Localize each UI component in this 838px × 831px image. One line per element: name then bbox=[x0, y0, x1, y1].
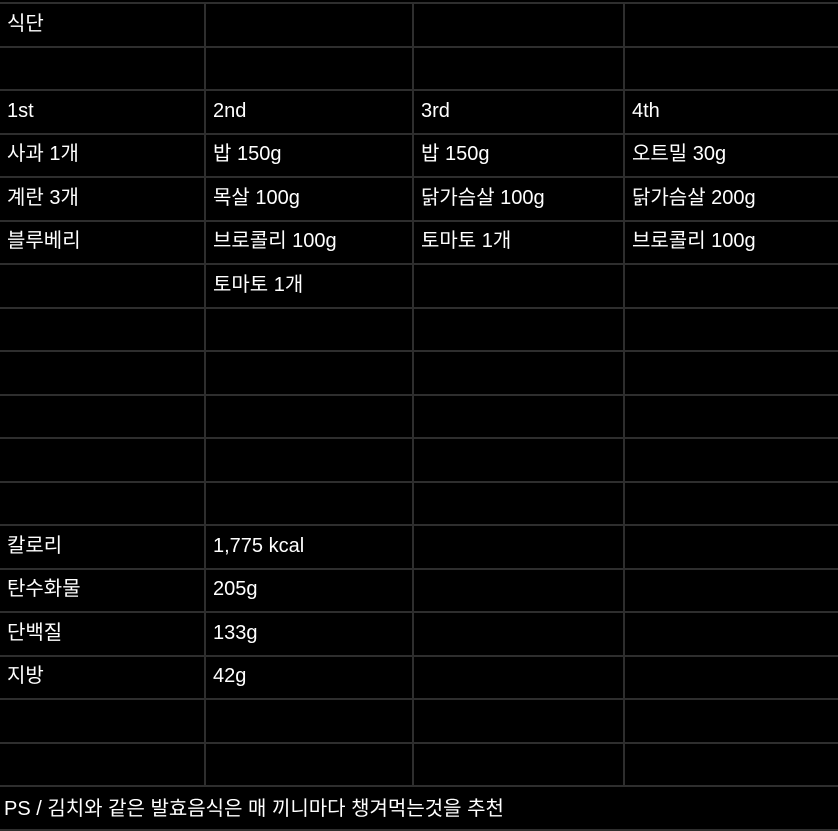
footer-note: PS / 김치와 같은 발효음식은 매 끼니마다 챙겨먹는것을 추천 bbox=[0, 787, 838, 831]
table-cell-r18-c2[interactable] bbox=[206, 743, 414, 787]
table-cell-r6-c2[interactable]: 브로콜리 100g bbox=[206, 221, 414, 265]
table-cell-r10-c1[interactable] bbox=[0, 395, 206, 439]
table-cell-r9-c1[interactable] bbox=[0, 352, 206, 396]
table-cell-r13-c3[interactable] bbox=[414, 526, 625, 570]
table-cell-r6-c1[interactable]: 블루베리 bbox=[0, 221, 206, 265]
table-cell-r17-c4[interactable] bbox=[625, 700, 838, 744]
table-cell-r12-c3[interactable] bbox=[414, 482, 625, 526]
cutoff-row-sliver bbox=[0, 0, 838, 2]
table-cell-r11-c2[interactable] bbox=[206, 439, 414, 483]
table-cell-r11-c4[interactable] bbox=[625, 439, 838, 483]
table-cell-r18-c4[interactable] bbox=[625, 744, 838, 787]
table-cell-r2-c1[interactable] bbox=[0, 47, 206, 91]
table-cell-r16-c3[interactable] bbox=[414, 656, 625, 700]
table-cell-r18-c3[interactable] bbox=[414, 743, 625, 787]
table-cell-r6-c4[interactable]: 브로콜리 100g bbox=[625, 222, 838, 265]
table-cell-r17-c2[interactable] bbox=[206, 700, 414, 744]
table-cell-r2-c3[interactable] bbox=[414, 47, 625, 91]
table-cell-r17-c1[interactable] bbox=[0, 700, 206, 744]
table-cell-r14-c2[interactable]: 205g bbox=[206, 569, 414, 613]
table-cell-r3-c3[interactable]: 3rd bbox=[414, 91, 625, 135]
table-cell-r1-c1[interactable]: 식단 bbox=[0, 4, 206, 48]
table-cell-r10-c2[interactable] bbox=[206, 395, 414, 439]
table-cell-r13-c2[interactable]: 1,775 kcal bbox=[206, 526, 414, 570]
table-cell-r12-c2[interactable] bbox=[206, 482, 414, 526]
table-cell-r3-c2[interactable]: 2nd bbox=[206, 91, 414, 135]
table-cell-r5-c3[interactable]: 닭가슴살 100g bbox=[414, 178, 625, 222]
table-cell-r5-c1[interactable]: 계란 3개 bbox=[0, 178, 206, 222]
table-cell-r6-c3[interactable]: 토마토 1개 bbox=[414, 221, 625, 265]
table-cell-r7-c4[interactable] bbox=[625, 265, 838, 309]
table-cell-r8-c3[interactable] bbox=[414, 308, 625, 352]
table-cell-r2-c4[interactable] bbox=[625, 48, 838, 91]
table-cell-r3-c1[interactable]: 1st bbox=[0, 91, 206, 135]
table-cell-r2-c2[interactable] bbox=[206, 47, 414, 91]
table-cell-r15-c2[interactable]: 133g bbox=[206, 613, 414, 657]
table-cell-r16-c4[interactable] bbox=[625, 657, 838, 700]
table-cell-r8-c4[interactable] bbox=[625, 309, 838, 352]
table-cell-r14-c1[interactable]: 탄수화물 bbox=[0, 569, 206, 613]
table-cell-r7-c1[interactable] bbox=[0, 265, 206, 309]
table-cell-r5-c4[interactable]: 닭가슴살 200g bbox=[625, 178, 838, 222]
table-cell-r16-c2[interactable]: 42g bbox=[206, 656, 414, 700]
table-cell-r1-c3[interactable] bbox=[414, 4, 625, 48]
table-cell-r12-c1[interactable] bbox=[0, 482, 206, 526]
spreadsheet-grid: 식단 1st 2nd 3rd 4th 사과 1개 밥 150g 밥 150g 오트밀 30g 계란… bbox=[0, 2, 838, 787]
table-cell-r3-c4[interactable]: 4th bbox=[625, 91, 838, 135]
table-cell-r7-c3[interactable] bbox=[414, 265, 625, 309]
table-cell-r13-c1[interactable]: 칼로리 bbox=[0, 526, 206, 570]
table-cell-r15-c1[interactable]: 단백질 bbox=[0, 613, 206, 657]
table-cell-r10-c3[interactable] bbox=[414, 395, 625, 439]
table-cell-r11-c1[interactable] bbox=[0, 439, 206, 483]
table-cell-r11-c3[interactable] bbox=[414, 439, 625, 483]
table-cell-r8-c1[interactable] bbox=[0, 308, 206, 352]
table-cell-r1-c4[interactable] bbox=[625, 4, 838, 48]
table-cell-r13-c4[interactable] bbox=[625, 526, 838, 570]
table-cell-r10-c4[interactable] bbox=[625, 396, 838, 439]
table-cell-r14-c4[interactable] bbox=[625, 570, 838, 613]
table-cell-r14-c3[interactable] bbox=[414, 569, 625, 613]
table-cell-r9-c4[interactable] bbox=[625, 352, 838, 396]
table-cell-r1-c2[interactable] bbox=[206, 4, 414, 48]
table-cell-r18-c1[interactable] bbox=[0, 743, 206, 787]
table-cell-r4-c2[interactable]: 밥 150g bbox=[206, 134, 414, 178]
table-cell-r16-c1[interactable]: 지방 bbox=[0, 656, 206, 700]
table-cell-r8-c2[interactable] bbox=[206, 308, 414, 352]
table-cell-r15-c4[interactable] bbox=[625, 613, 838, 657]
table-cell-r4-c3[interactable]: 밥 150g bbox=[414, 134, 625, 178]
table-cell-r7-c2[interactable]: 토마토 1개 bbox=[206, 265, 414, 309]
table-cell-r4-c4[interactable]: 오트밀 30g bbox=[625, 135, 838, 178]
table-cell-r5-c2[interactable]: 목살 100g bbox=[206, 178, 414, 222]
table-cell-r12-c4[interactable] bbox=[625, 483, 838, 526]
table-cell-r17-c3[interactable] bbox=[414, 700, 625, 744]
table-cell-r9-c2[interactable] bbox=[206, 352, 414, 396]
table-cell-r4-c1[interactable]: 사과 1개 bbox=[0, 134, 206, 178]
table-cell-r9-c3[interactable] bbox=[414, 352, 625, 396]
table-cell-r15-c3[interactable] bbox=[414, 613, 625, 657]
